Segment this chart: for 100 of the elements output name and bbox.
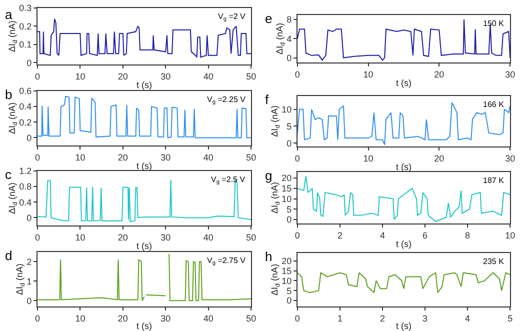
x-tick-label: 4 [380,230,385,240]
y-tick-label: 0.1 [19,40,32,50]
y-tick-label: 0.6 [19,86,32,96]
y-tick-label: 15 [282,266,292,276]
x-tick-label: 0 [34,152,40,162]
x-tick-label: 1 [337,313,342,324]
y-tick-label: 0.3 [19,3,32,14]
line-series [297,176,510,222]
chart-title: h [265,249,272,264]
x-axis-title: t (s) [136,80,152,90]
line-series [297,272,510,294]
x-axis-title: t (s) [136,241,152,252]
y-tick-label: 0.4 [19,197,32,208]
y-tick-label: 0.2 [19,21,32,32]
y-tick-label: 5 [286,286,292,296]
y-tick-label: 0 [26,58,32,68]
annotation: V$_{g}$ =2 V [218,12,246,23]
y-tick-label: 8 [286,14,292,25]
annotation: 150 K [483,19,505,28]
x-tick-label: 30 [160,152,171,162]
y-tick-label: 0 [26,132,32,143]
chart-title: b [5,87,12,102]
x-tick-label: 50 [246,313,256,324]
x-axis-title: t (s) [396,239,412,250]
x-tick-label: 0 [294,313,300,324]
y-tick-label: 5 [286,204,292,214]
x-tick-label: 40 [203,232,214,242]
annotation: V$_{g}$ =2.75 V [207,256,246,267]
y-tick-label: 0 [286,52,292,63]
x-tick-label: 20 [118,152,128,162]
y-tick-label: 0.2 [19,117,32,128]
annotation: V$_{g}$ =2.25 V [207,95,246,106]
x-tick-label: 40 [203,313,214,324]
x-tick-label: 50 [246,152,256,162]
x-tick-label: 20 [118,71,128,82]
annotation: 166 K [483,100,505,109]
y-tick-label: 20 [282,256,292,266]
y-tick-label: 5 [286,121,292,132]
y-tick-label: 0 [26,212,32,223]
x-tick-label: 0 [34,232,40,242]
y-tick-label: 1 [26,276,32,286]
x-tick-label: 2 [337,230,342,240]
x-axis-title: t (s) [136,321,152,331]
chart-title: a [5,7,13,22]
y-tick-label: 10 [282,194,292,204]
y-tick-label: 20 [282,173,292,184]
line-series [37,96,252,138]
y-tick-label: 0 [26,296,32,306]
chart-title: e [265,11,272,26]
x-tick-label: 30 [505,153,516,164]
x-tick-label: 30 [160,232,171,242]
x-tick-label: 20 [118,313,128,324]
y-tick-label: 0 [286,296,292,306]
x-tick-label: 10 [75,232,86,242]
x-tick-label: 40 [203,152,214,162]
y-tick-label: 10 [282,104,292,114]
x-tick-label: 40 [203,71,214,82]
chart-title: c [5,167,12,182]
y-tick-label: 0 [286,138,292,148]
x-tick-label: 30 [160,313,171,324]
x-axis-title: t (s) [396,321,412,331]
x-tick-label: 8 [465,230,470,240]
x-tick-label: 20 [434,153,444,164]
x-tick-label: 0 [34,313,40,324]
y-tick-label: 0.4 [19,102,32,112]
x-tick-label: 6 [422,230,428,240]
x-tick-label: 30 [160,71,171,82]
x-tick-label: 0 [294,69,300,80]
annotation: 187 K [483,176,505,185]
x-tick-label: 5 [508,313,513,324]
y-tick-label: 4 [286,34,292,44]
chart-title: g [265,168,272,183]
x-tick-label: 10 [75,71,86,82]
y-tick-label: 0 [286,214,292,225]
line-series [297,102,510,146]
x-tick-label: 20 [434,69,444,80]
x-tick-label: 50 [246,71,256,82]
x-tick-label: 0 [34,71,40,82]
x-axis-title: t (s) [136,161,152,172]
x-tick-label: 0 [294,230,300,240]
y-tick-label: 0.8 [19,182,32,192]
x-tick-label: 50 [246,232,256,242]
chart-title: f [265,92,269,107]
x-tick-label: 10 [75,313,86,324]
x-tick-label: 20 [118,232,128,242]
x-tick-label: 10 [363,153,374,164]
x-tick-label: 30 [505,69,516,80]
y-tick-label: 10 [282,276,292,286]
x-axis-title: t (s) [396,162,412,172]
x-tick-label: 3 [422,313,428,324]
y-tick-label: 2 [26,256,32,267]
x-tick-label: 10 [75,152,86,162]
x-tick-label: 2 [380,313,385,324]
chart-title: d [5,248,12,263]
line-series [297,19,510,61]
annotation: V$_{g}$ =2.5 V [211,175,246,186]
annotation: 235 K [483,257,505,266]
x-tick-label: 4 [465,313,470,324]
x-axis-title: t (s) [396,78,412,88]
x-tick-label: 10 [505,230,516,240]
